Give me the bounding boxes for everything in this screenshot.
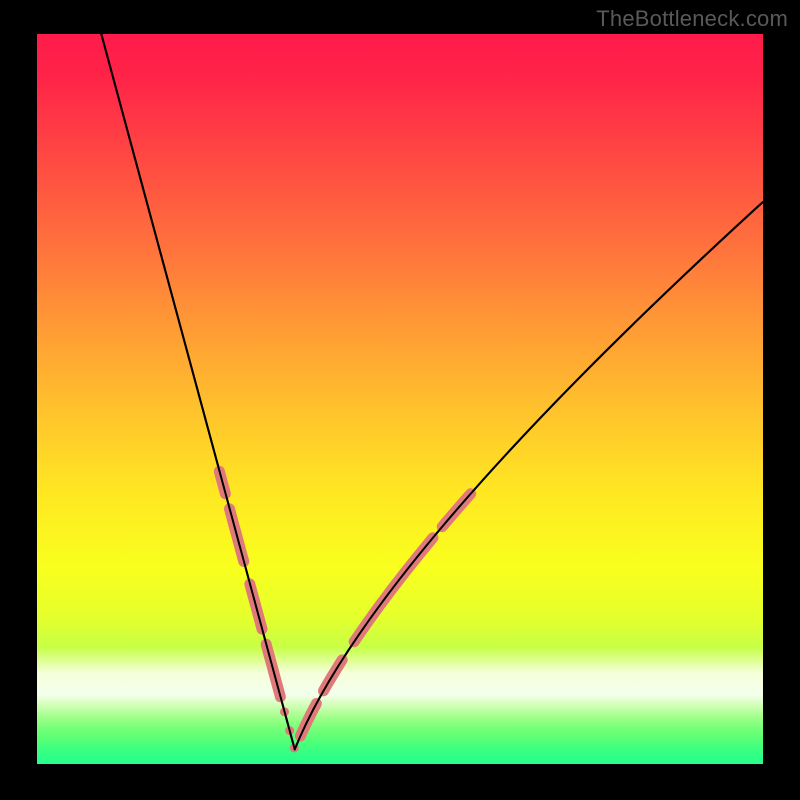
watermark-text: TheBottleneck.com [596, 6, 788, 32]
curve-layer [0, 0, 800, 800]
chart-container: TheBottleneck.com [0, 0, 800, 800]
